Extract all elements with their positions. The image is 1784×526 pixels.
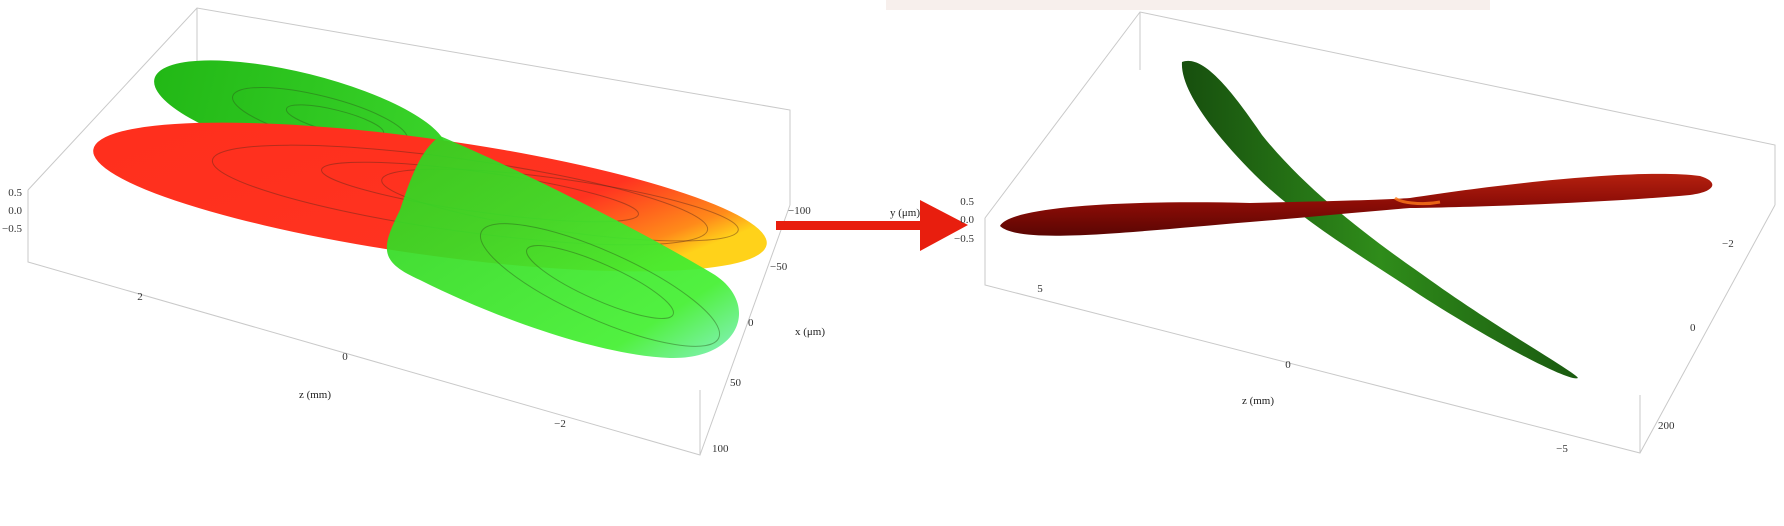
right-y-tick: 0.5 [960, 196, 974, 208]
right-z-tick: 0 [1285, 359, 1291, 371]
right-plot: y (μm) 0.5 0.0 −0.5 5 0 −5 z (mm) −2 0 2… [886, 0, 1776, 455]
right-z-tick: −5 [1556, 443, 1568, 455]
left-x-tick: −100 [788, 205, 811, 217]
right-y-tick: 0.0 [960, 214, 974, 226]
right-x-tick: 0 [1690, 322, 1696, 334]
right-x-tick: 200 [1658, 420, 1675, 432]
left-z-label: z (mm) [299, 389, 331, 401]
right-z-tick: 5 [1037, 283, 1043, 295]
left-plot-box [27, 7, 791, 456]
right-plot-box [984, 11, 1776, 454]
left-x-label: x (μm) [795, 326, 825, 338]
left-plot: 0.5 0.0 −0.5 2 0 −2 z (mm) −100 −50 0 50… [2, 7, 825, 456]
left-y-tick: 0.5 [8, 187, 22, 199]
right-x-tick: −2 [1722, 238, 1734, 250]
left-z-tick: 2 [137, 291, 143, 303]
left-x-tick: −50 [770, 261, 788, 273]
left-y-tick: −0.5 [2, 223, 22, 235]
right-z-label: z (mm) [1242, 395, 1274, 407]
left-z-tick: 0 [342, 351, 348, 363]
left-x-tick: 50 [730, 377, 742, 389]
right-red-lobe [1000, 173, 1713, 236]
right-y-tick: −0.5 [954, 233, 974, 245]
left-y-tick: 0.0 [8, 205, 22, 217]
right-green-lobe [1181, 60, 1578, 379]
transition-arrow [776, 200, 968, 251]
left-x-tick: 100 [712, 443, 729, 455]
left-green-lobe-front [386, 136, 740, 359]
left-z-tick: −2 [554, 418, 566, 430]
right-y-label: y (μm) [890, 207, 920, 219]
left-x-tick: 0 [748, 317, 754, 329]
